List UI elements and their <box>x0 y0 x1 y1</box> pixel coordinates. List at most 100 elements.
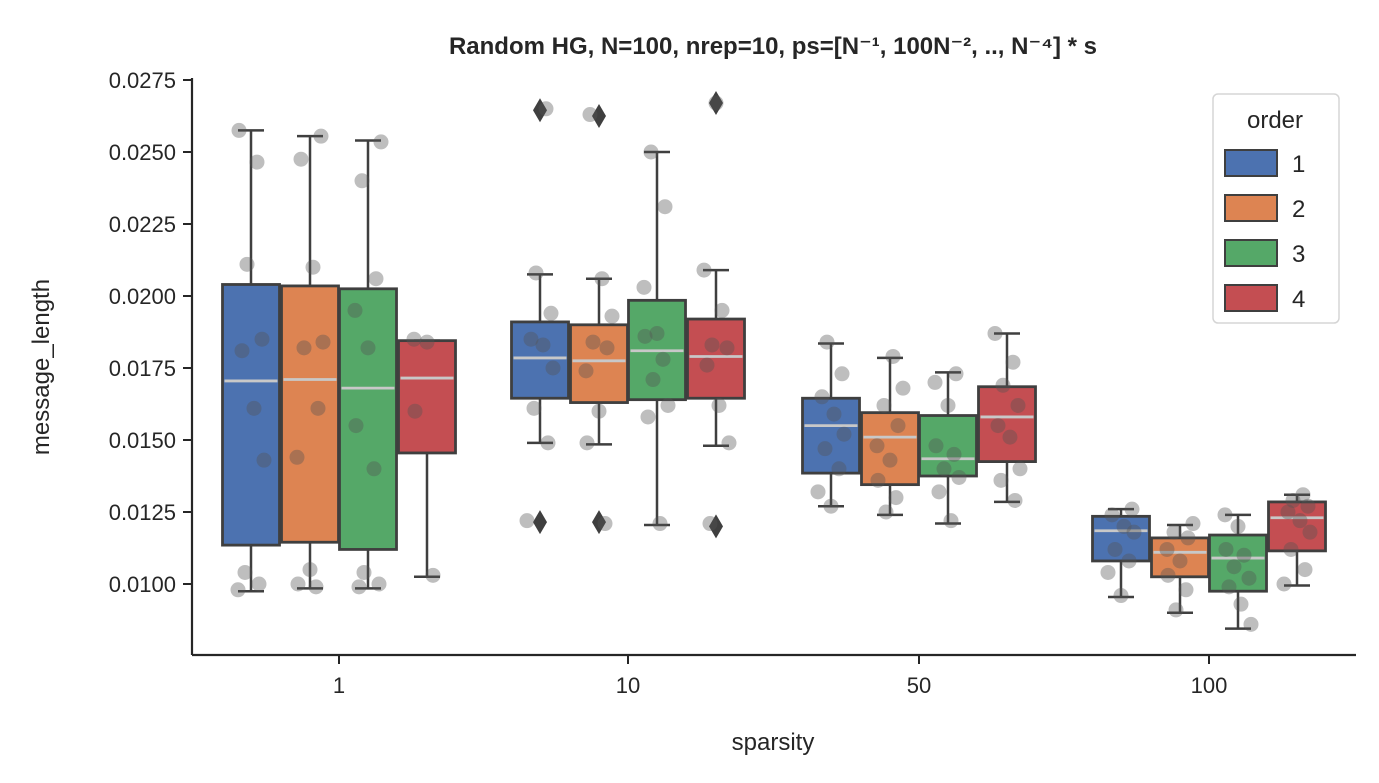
data-point <box>878 504 894 520</box>
data-point <box>1104 507 1120 523</box>
data-point <box>993 472 1009 488</box>
box-order-2-sparsity-50 <box>860 356 920 517</box>
data-point <box>519 513 535 529</box>
data-point <box>940 397 956 413</box>
data-point <box>368 271 384 287</box>
box-iqr <box>801 396 861 475</box>
data-point <box>951 469 967 485</box>
box-iqr <box>569 323 629 404</box>
data-point <box>987 325 1003 341</box>
box-order-1-sparsity-10 <box>510 98 570 535</box>
data-point <box>526 400 542 416</box>
data-point <box>237 564 253 580</box>
data-point <box>890 418 906 434</box>
data-point <box>293 151 309 167</box>
outlier-marker <box>709 514 723 539</box>
data-point <box>1160 567 1176 583</box>
data-point <box>249 154 265 170</box>
box-order-2-sparsity-100 <box>1150 523 1210 615</box>
data-point <box>597 516 613 532</box>
data-point <box>826 406 842 422</box>
data-point <box>290 576 306 592</box>
data-point <box>308 579 324 595</box>
y-tick-label: 0.0100 <box>109 572 176 597</box>
legend-item-order-2: 2 <box>1224 194 1305 223</box>
data-point <box>1002 429 1018 445</box>
data-point <box>1297 562 1313 578</box>
data-point <box>1012 461 1028 477</box>
data-point <box>545 360 561 376</box>
box-iqr <box>510 320 570 400</box>
box-order-3-sparsity-100 <box>1208 513 1268 630</box>
data-point <box>1121 553 1137 569</box>
data-point <box>347 302 363 318</box>
data-point <box>699 357 715 373</box>
data-point <box>948 366 964 382</box>
data-point <box>1283 541 1299 557</box>
outlier-marker <box>592 510 606 535</box>
legend-swatch <box>1224 194 1278 222</box>
data-point <box>1007 492 1023 508</box>
data-point <box>990 418 1006 434</box>
legend-label: 2 <box>1292 196 1305 223</box>
box-order-3-sparsity-50 <box>918 371 978 525</box>
data-point <box>696 262 712 278</box>
x-tick-label: 1 <box>333 673 345 698</box>
data-point <box>366 461 382 477</box>
box-iqr <box>1267 500 1327 553</box>
legend-label: 4 <box>1292 286 1305 313</box>
data-point <box>1217 507 1233 523</box>
data-point <box>578 363 594 379</box>
legend-item-order-1: 1 <box>1224 149 1305 178</box>
data-point <box>579 435 595 451</box>
data-point <box>543 305 559 321</box>
data-point <box>1302 524 1318 540</box>
data-point <box>636 279 652 295</box>
outlier-marker <box>709 91 723 116</box>
data-point <box>719 340 735 356</box>
x-tick-label: 50 <box>907 673 931 698</box>
data-point <box>1226 559 1242 575</box>
data-point <box>836 426 852 442</box>
box-iqr <box>1091 514 1151 563</box>
x-axis-label: sparsity <box>732 729 815 756</box>
box-iqr <box>918 414 978 478</box>
box-order-3-sparsity-1 <box>338 139 398 590</box>
data-point <box>256 452 272 468</box>
data-point <box>1126 524 1142 540</box>
data-point <box>869 438 885 454</box>
box-order-1-sparsity-100 <box>1091 507 1151 599</box>
legend-item-order-4: 4 <box>1224 284 1305 313</box>
box-iqr <box>1208 533 1268 593</box>
y-tick-label: 0.0125 <box>109 500 176 525</box>
data-point <box>660 397 676 413</box>
data-point <box>657 199 673 215</box>
box-iqr <box>280 284 340 544</box>
data-point <box>645 372 661 388</box>
outlier-marker <box>533 510 547 535</box>
data-point <box>407 403 423 419</box>
data-point <box>643 144 659 160</box>
chart-title: Random HG, N=100, nrep=10, ps=[N⁻¹, 100N… <box>449 33 1097 60</box>
data-point <box>721 435 737 451</box>
data-point <box>1300 498 1316 514</box>
data-point <box>1236 547 1252 563</box>
data-point <box>649 325 665 341</box>
data-point <box>230 582 246 598</box>
data-point <box>1221 579 1237 595</box>
data-point <box>351 579 367 595</box>
data-point <box>406 331 422 347</box>
data-point <box>239 256 255 272</box>
data-point <box>882 452 898 468</box>
data-point <box>1166 524 1182 540</box>
legend-label: 3 <box>1292 241 1305 268</box>
legend-items: 1 2 3 4 <box>1224 149 1305 313</box>
data-point <box>1180 530 1196 546</box>
y-tick-label: 0.0200 <box>109 284 176 309</box>
data-point <box>655 351 671 367</box>
box-iqr <box>338 287 398 551</box>
data-point <box>296 340 312 356</box>
data-point <box>360 340 376 356</box>
data-point <box>1285 492 1301 508</box>
